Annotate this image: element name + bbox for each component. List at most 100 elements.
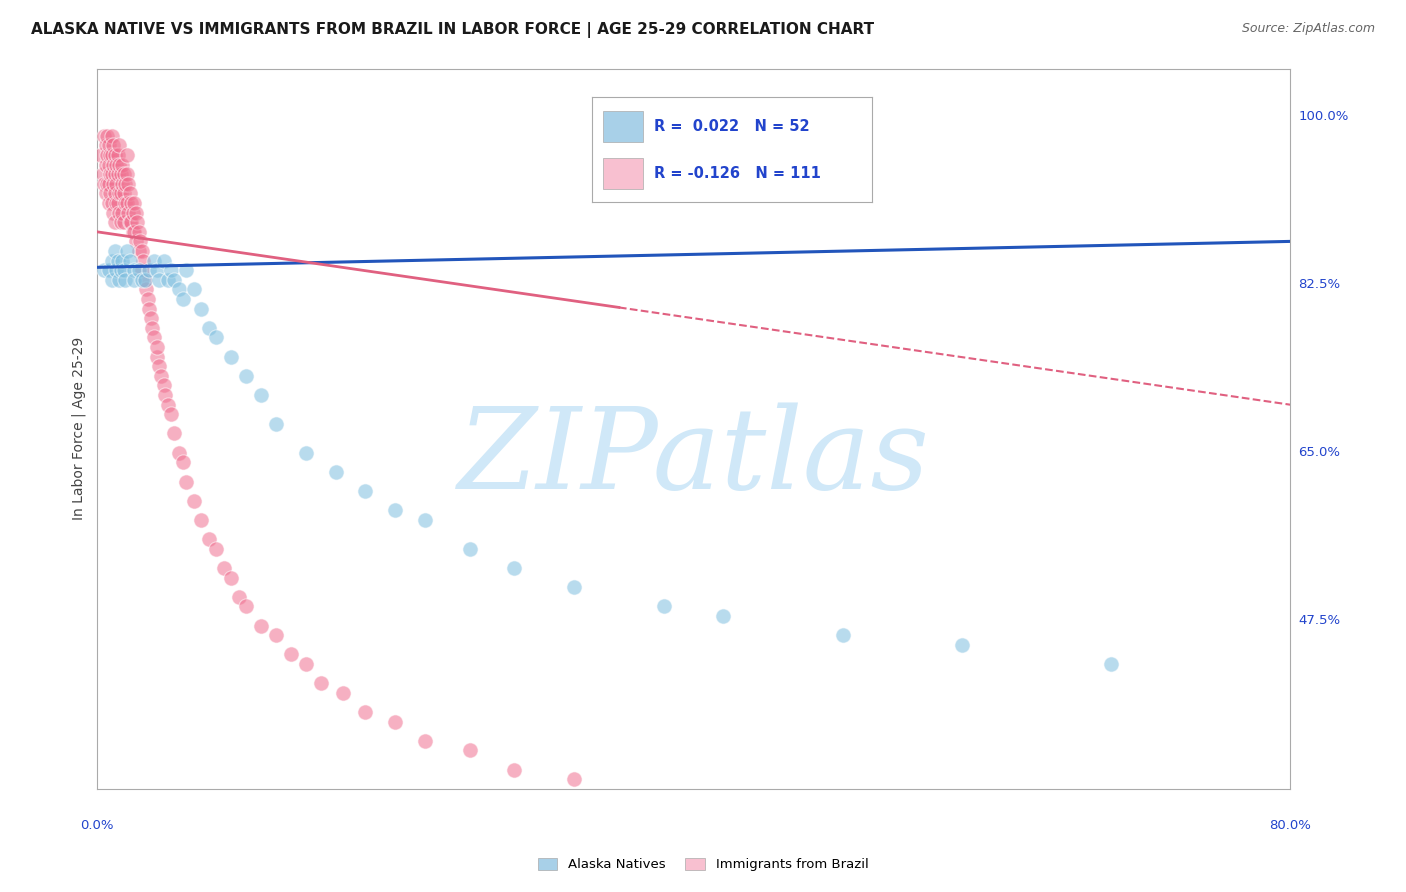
Point	[138, 263, 160, 277]
Point	[132, 253, 155, 268]
Point	[103, 177, 125, 191]
Point	[212, 561, 235, 575]
Point	[294, 657, 316, 671]
Point	[145, 350, 167, 364]
Point	[111, 205, 134, 219]
Point	[183, 282, 205, 296]
Point	[100, 148, 122, 162]
Point	[354, 484, 377, 499]
Point	[94, 157, 117, 171]
Point	[325, 465, 347, 479]
Point	[503, 763, 526, 777]
Point	[94, 186, 117, 201]
Text: 65.0%: 65.0%	[1299, 446, 1340, 459]
Point	[121, 225, 143, 239]
Text: 47.5%: 47.5%	[1299, 615, 1340, 627]
Point	[117, 177, 139, 191]
Point	[93, 177, 115, 191]
Point	[142, 253, 165, 268]
Point	[112, 215, 135, 229]
Point	[228, 590, 250, 604]
Point	[131, 273, 153, 287]
Point	[117, 205, 139, 219]
Point	[332, 686, 354, 700]
Point	[250, 388, 273, 402]
Point	[138, 301, 160, 316]
Point	[127, 215, 149, 229]
Point	[134, 273, 156, 287]
Point	[108, 205, 131, 219]
Point	[128, 263, 150, 277]
Point	[562, 772, 585, 787]
Text: Source: ZipAtlas.com: Source: ZipAtlas.com	[1241, 22, 1375, 36]
Point	[131, 244, 153, 258]
Point	[163, 426, 186, 441]
Point	[950, 638, 973, 652]
Point	[104, 167, 127, 181]
Point	[153, 378, 176, 392]
Point	[205, 330, 228, 344]
Point	[235, 599, 257, 614]
Point	[120, 196, 142, 211]
Point	[458, 541, 481, 556]
Point	[354, 705, 377, 719]
Text: ALASKA NATIVE VS IMMIGRANTS FROM BRAZIL IN LABOR FORCE | AGE 25-29 CORRELATION C: ALASKA NATIVE VS IMMIGRANTS FROM BRAZIL …	[31, 22, 875, 38]
Point	[100, 196, 122, 211]
Point	[124, 235, 146, 249]
Point	[115, 167, 138, 181]
Point	[108, 138, 131, 153]
Point	[172, 292, 194, 306]
Point	[711, 609, 734, 624]
Point	[108, 186, 131, 201]
Point	[104, 244, 127, 258]
Y-axis label: In Labor Force | Age 25-29: In Labor Force | Age 25-29	[72, 337, 86, 520]
Point	[157, 398, 180, 412]
Point	[122, 225, 145, 239]
Point	[145, 263, 167, 277]
Point	[197, 532, 219, 546]
Point	[105, 196, 128, 211]
Text: 80.0%: 80.0%	[1270, 820, 1310, 832]
Point	[114, 177, 136, 191]
Point	[110, 263, 132, 277]
Point	[122, 196, 145, 211]
Point	[98, 148, 121, 162]
Point	[115, 148, 138, 162]
Point	[96, 128, 118, 143]
Point	[111, 253, 134, 268]
Point	[90, 148, 112, 162]
Point	[94, 138, 117, 153]
Point	[148, 273, 170, 287]
Point	[219, 350, 242, 364]
Point	[100, 128, 122, 143]
Point	[309, 676, 332, 690]
Point	[163, 273, 186, 287]
Point	[142, 330, 165, 344]
Text: 0.0%: 0.0%	[80, 820, 114, 832]
Point	[107, 148, 129, 162]
Point	[107, 196, 129, 211]
Point	[122, 273, 145, 287]
Point	[100, 167, 122, 181]
Point	[264, 628, 287, 642]
Point	[167, 282, 190, 296]
Point	[157, 273, 180, 287]
Point	[264, 417, 287, 431]
Point	[97, 263, 120, 277]
Point	[105, 263, 128, 277]
Point	[134, 273, 156, 287]
Point	[176, 475, 198, 489]
Point	[160, 263, 183, 277]
Point	[121, 205, 143, 219]
Text: 100.0%: 100.0%	[1299, 110, 1348, 123]
Point	[110, 167, 132, 181]
Point	[176, 263, 198, 277]
Point	[250, 618, 273, 632]
Point	[91, 167, 114, 181]
Point	[110, 186, 132, 201]
Point	[97, 177, 120, 191]
Point	[145, 340, 167, 354]
Point	[128, 244, 150, 258]
Point	[129, 235, 152, 249]
Point	[103, 138, 125, 153]
